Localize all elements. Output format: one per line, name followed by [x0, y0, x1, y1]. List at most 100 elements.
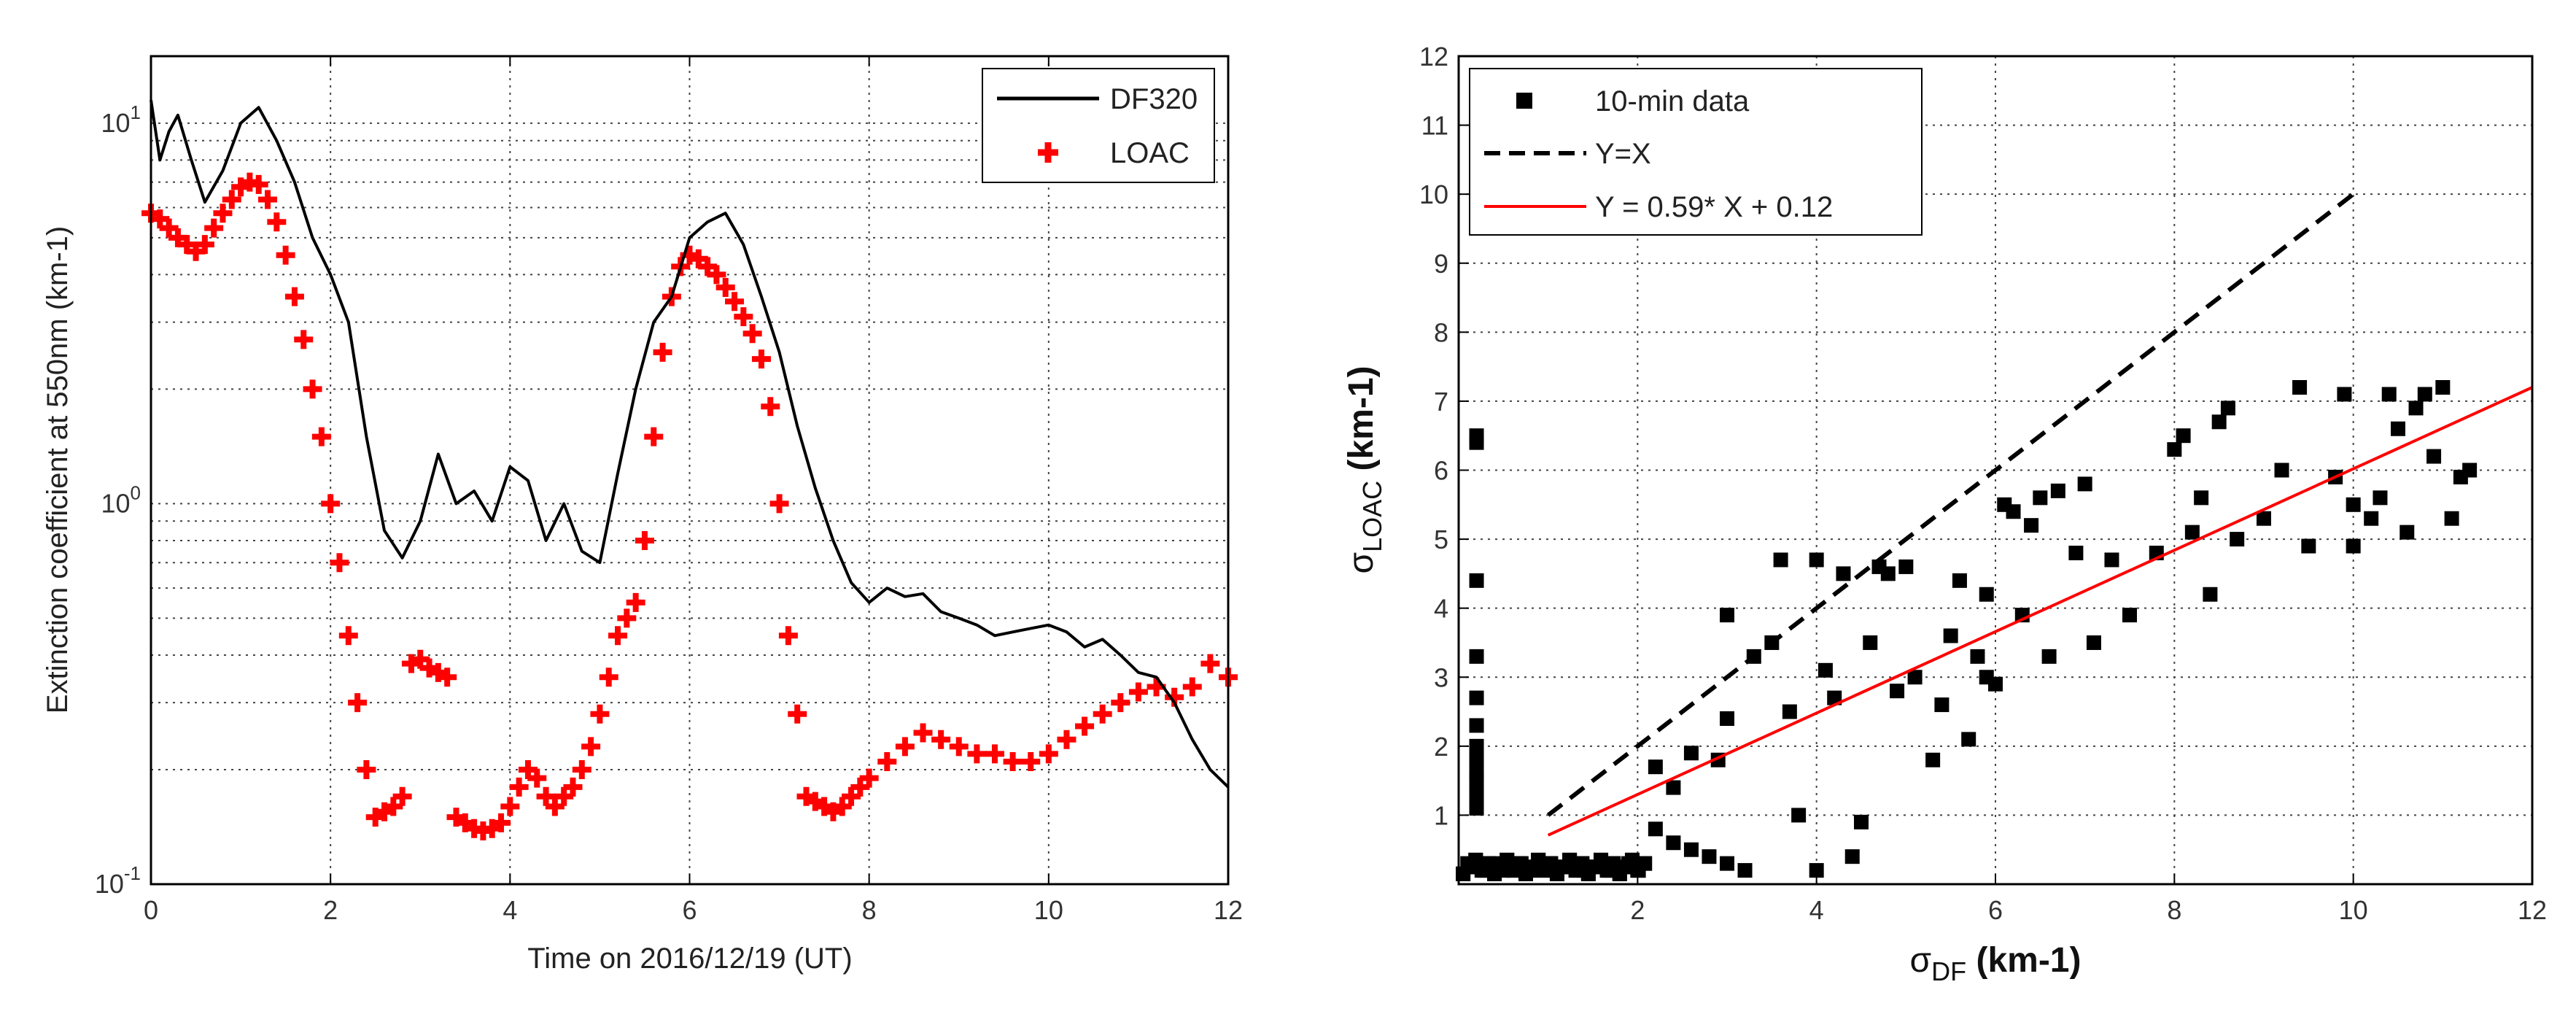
- left-y-tick-label: 10-1: [95, 862, 141, 899]
- loac-point: [1128, 682, 1148, 702]
- loac-point: [949, 737, 969, 757]
- left-legend-box: [982, 68, 1215, 183]
- loac-point: [348, 693, 368, 713]
- scatter-point: [1979, 587, 1994, 602]
- right-y-axis-label-unit: (km-1): [1342, 365, 1381, 480]
- loac-point: [707, 265, 726, 285]
- right-x-axis-label-sigma: σ: [1910, 941, 1932, 980]
- loac-point: [1200, 654, 1220, 673]
- loac-point: [715, 278, 735, 298]
- loac-point: [284, 287, 304, 306]
- right-x-tick-label: 12: [2518, 895, 2547, 925]
- scatter-point: [2408, 401, 2424, 416]
- loac-point: [500, 797, 520, 816]
- left-legend-loac-swatch: [1038, 142, 1058, 163]
- right-x-tick-label: 6: [1988, 895, 2003, 925]
- loac-point: [572, 759, 591, 779]
- scatter-point: [2122, 608, 2137, 623]
- scatter-point: [1469, 435, 1484, 450]
- scatter-point: [2230, 532, 2245, 547]
- scatter-point: [2184, 525, 2200, 540]
- right-y-tick-label: 12: [1419, 42, 1448, 71]
- left-legend-df320-label: DF320: [1110, 83, 1198, 115]
- left-chart-series: [141, 99, 1238, 841]
- loac-point: [195, 235, 214, 255]
- scatter-point: [1854, 814, 1869, 829]
- scatter-point: [2426, 449, 2442, 464]
- left-x-tick-label: 0: [144, 895, 158, 925]
- scatter-point: [2364, 511, 2379, 526]
- scatter-point: [2068, 546, 2084, 560]
- scatter-point: [2292, 380, 2308, 395]
- loac-point: [1075, 716, 1095, 736]
- scatter-point: [1469, 773, 1484, 789]
- scatter-point: [1737, 863, 1753, 878]
- scatter-point: [2006, 504, 2021, 519]
- loac-point: [1003, 751, 1023, 771]
- scatter-point: [2211, 414, 2227, 430]
- scatter-point: [2346, 538, 2361, 554]
- scatter-point: [1666, 835, 1681, 851]
- loac-point: [563, 777, 583, 797]
- scatter-point: [2024, 518, 2039, 533]
- loac-point: [258, 190, 278, 209]
- scatter-point: [2417, 387, 2432, 402]
- scatter-point: [2444, 511, 2459, 526]
- left-y-tick-base: 10: [101, 108, 130, 138]
- left-x-tick-label: 4: [503, 895, 517, 925]
- left-y-tick-label: 101: [101, 101, 141, 138]
- scatter-point: [2435, 380, 2451, 395]
- left-y-tick-label: 100: [101, 481, 141, 518]
- right-y-tick-label: 11: [1421, 111, 1448, 141]
- scatter-point: [1702, 849, 1717, 864]
- right-y-tick-label: 9: [1434, 249, 1448, 279]
- left-x-tick-label: 12: [1214, 895, 1243, 925]
- scatter-point: [1809, 863, 1824, 878]
- scatter-point: [2194, 490, 2209, 506]
- right-y-tick-label: 8: [1434, 317, 1448, 347]
- scatter-point: [1469, 787, 1484, 802]
- scatter-point: [1469, 573, 1484, 588]
- loac-point: [635, 530, 654, 550]
- loac-point: [985, 744, 1004, 764]
- left-y-tick-base: 10: [101, 488, 130, 518]
- scatter-point: [1836, 566, 1851, 581]
- loac-point: [321, 494, 341, 514]
- right-x-axis-label: σDF (km-1): [1910, 941, 2082, 986]
- right-x-tick-label: 4: [1809, 895, 1824, 925]
- scatter-point: [1943, 628, 1958, 643]
- right-y-tick-label: 3: [1434, 662, 1448, 692]
- scatter-point: [1907, 670, 1923, 685]
- right-y-tick-label: 6: [1434, 456, 1448, 486]
- loac-point: [725, 292, 745, 312]
- loac-point: [769, 494, 789, 514]
- scatter-point: [1988, 676, 2003, 692]
- fit-line: [1547, 386, 2533, 837]
- loac-point: [492, 813, 511, 832]
- right-y-axis-label-sub: LOAC: [1357, 481, 1387, 552]
- left-x-tick-label: 8: [862, 895, 877, 925]
- scatter-point: [1469, 800, 1484, 816]
- scatter-point: [1970, 649, 1985, 664]
- left-y-tick-exp: 0: [131, 481, 141, 503]
- right-y-tick-label: 4: [1434, 594, 1448, 624]
- right-x-axis-label-unit: (km-1): [1966, 941, 2081, 980]
- right-y-tick-label: 10: [1419, 179, 1448, 209]
- loac-point: [967, 744, 987, 764]
- scatter-point: [2033, 490, 2048, 506]
- loac-point: [294, 330, 314, 349]
- right-legend-yx-label: Y=X: [1595, 138, 1651, 170]
- loac-point: [222, 190, 241, 209]
- scatter-point: [1773, 552, 1788, 568]
- loac-point: [742, 324, 762, 344]
- scatter-point: [1809, 552, 1824, 568]
- loac-point: [1057, 730, 1076, 749]
- scatter-point: [1720, 856, 1734, 871]
- loac-point: [590, 704, 610, 724]
- loac-point: [249, 174, 268, 194]
- loac-point: [761, 397, 780, 417]
- loac-point: [509, 777, 529, 797]
